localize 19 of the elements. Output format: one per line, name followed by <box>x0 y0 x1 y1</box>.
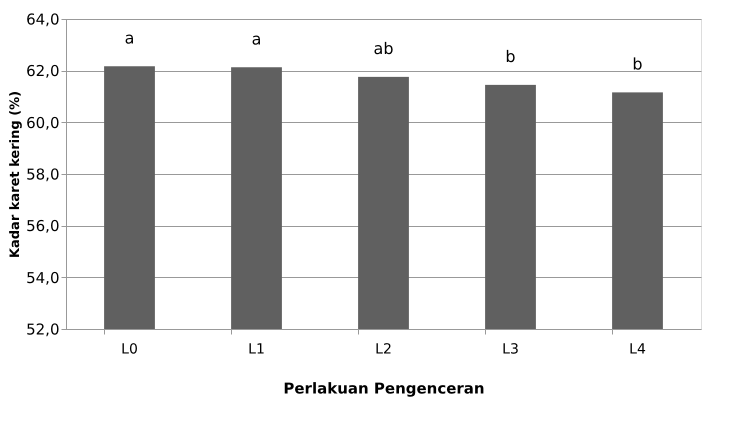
x-tick-label: L3 <box>502 342 519 358</box>
y-axis-title: Kadar karet kering (%) <box>8 90 24 258</box>
y-tick-label: 58,0 <box>26 166 60 184</box>
annotation: b <box>505 46 516 66</box>
y-tick-label: 52,0 <box>26 320 60 338</box>
annotation: b <box>632 54 643 74</box>
x-tick-label: L4 <box>629 342 646 358</box>
x-axis-title: Perlakuan Pengenceran <box>283 380 485 398</box>
annotation: ab <box>374 38 394 58</box>
y-tick-label: 60,0 <box>26 114 60 132</box>
y-tick-label: 54,0 <box>26 268 60 287</box>
x-tick-label: L2 <box>375 342 392 358</box>
x-tick-label: L0 <box>121 342 138 358</box>
y-tick-label: 64,0 <box>26 10 60 28</box>
y-tick-label: 56,0 <box>26 217 60 236</box>
annotation: a <box>252 29 262 48</box>
x-tick-label: L1 <box>248 342 265 358</box>
y-tick-label: 62,0 <box>26 62 60 80</box>
annotation: a <box>124 28 134 48</box>
